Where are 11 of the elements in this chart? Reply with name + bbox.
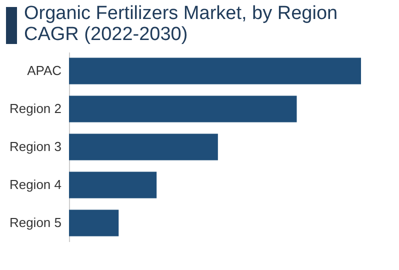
bar: [69, 58, 361, 84]
bar: [69, 134, 218, 160]
bar: [69, 96, 297, 122]
y-tick-label: Region 3: [9, 139, 62, 154]
y-tick-label: Region 4: [9, 177, 62, 192]
bar: [69, 210, 119, 236]
bar: [69, 172, 157, 198]
y-tick-label: Region 2: [9, 101, 62, 116]
chart-title: Organic Fertilizers Market, by Region CAGR (2022-2030): [24, 3, 339, 45]
y-tick-label: APAC: [27, 63, 62, 78]
y-tick-label: Region 5: [9, 215, 62, 230]
